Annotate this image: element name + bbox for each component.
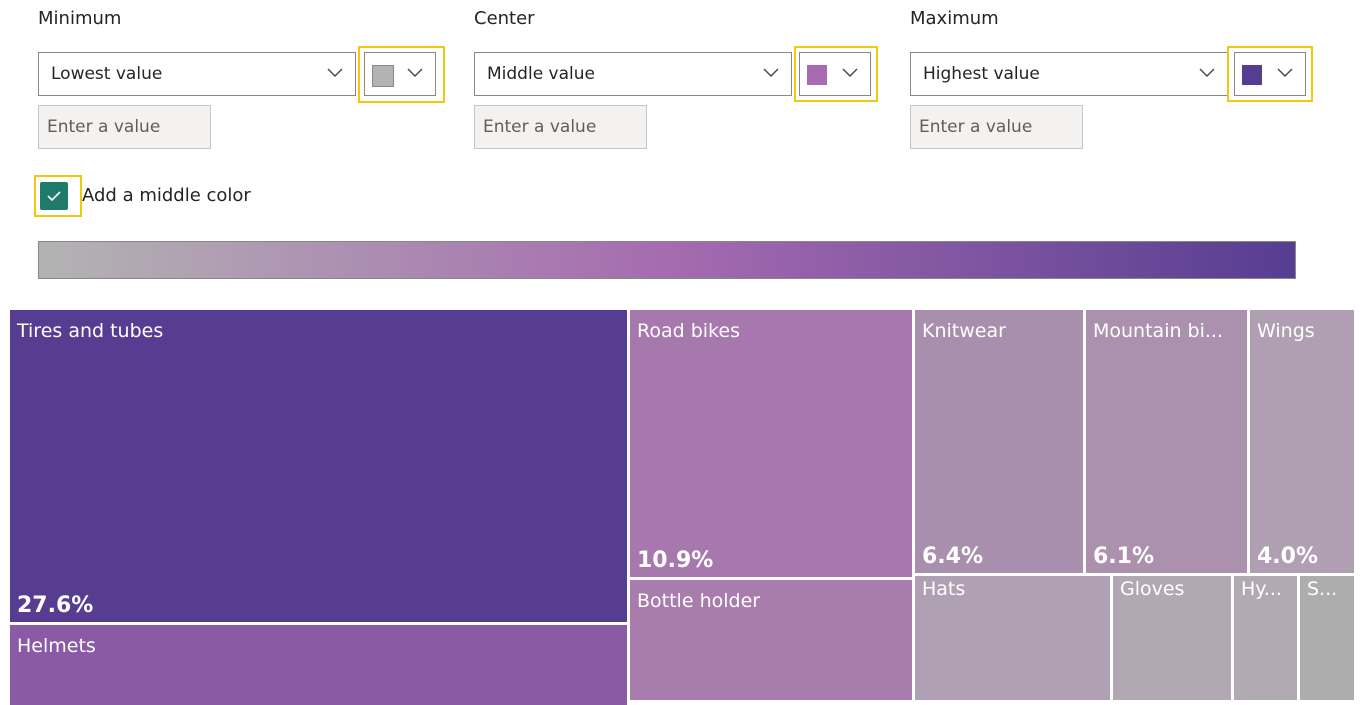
tile-label: Helmets (17, 635, 96, 657)
center-label: Center (474, 8, 535, 29)
tile-value: 27.6% (17, 593, 94, 618)
chevron (1199, 68, 1215, 77)
tile[interactable]: Mountain bi... 6.1% (1086, 310, 1247, 573)
chevron (327, 68, 343, 77)
tile[interactable]: Helmets (10, 625, 627, 705)
tile[interactable]: S... (1300, 576, 1354, 700)
maximum-color-button[interactable] (1234, 52, 1306, 96)
swatch (807, 65, 827, 85)
tile[interactable]: Wings 4.0% (1250, 310, 1354, 573)
highlight (358, 46, 445, 103)
tile-label: Hy... (1241, 578, 1282, 600)
dropdown-text: Highest value (923, 64, 1040, 84)
center-dropdown[interactable]: Middle value (474, 52, 792, 96)
highlight (794, 46, 878, 102)
checkbox-label: Add a middle color (82, 185, 251, 206)
highlight (1227, 46, 1313, 102)
tile[interactable]: Gloves (1113, 576, 1231, 700)
checkbox[interactable] (40, 182, 68, 210)
tile-label: Hats (922, 578, 966, 600)
tile-label: Bottle holder (637, 590, 761, 612)
center-color-button[interactable] (799, 52, 871, 96)
tile-label: Wings (1257, 320, 1315, 342)
tile-value: 10.9% (637, 548, 714, 573)
minimum-input[interactable]: Enter a value (38, 105, 211, 149)
dropdown-text: Middle value (487, 64, 595, 84)
tile[interactable]: Road bikes 10.9% (630, 310, 912, 577)
treemap: Tires and tubes 27.6% Helmets Road bikes 1… (8, 308, 1354, 705)
swatch (1242, 65, 1262, 85)
gradient-bar (38, 241, 1296, 279)
maximum-dropdown[interactable]: Highest value (910, 52, 1228, 96)
checkmark (47, 191, 61, 202)
tile-label: Tires and tubes (17, 320, 164, 342)
tile-label: Mountain bi... (1093, 320, 1224, 342)
maximum-label: Maximum (910, 8, 999, 29)
tile[interactable]: Knitwear 6.4% (915, 310, 1083, 573)
minimum-dropdown[interactable]: Lowest value (38, 52, 356, 96)
tile[interactable]: Hats (915, 576, 1110, 700)
dropdown-text: Lowest value (51, 64, 163, 84)
chevron (842, 68, 858, 77)
maximum-input[interactable]: Enter a value (910, 105, 1083, 149)
center-input[interactable]: Enter a value (474, 105, 647, 149)
chevron (763, 68, 779, 77)
swatch (372, 65, 394, 87)
tile[interactable]: Tires and tubes 27.6% (10, 310, 627, 622)
minimum-color-button[interactable] (364, 52, 436, 96)
chevron (407, 68, 423, 77)
tile[interactable]: Hy... (1234, 576, 1297, 700)
minimum-label: Minimum (38, 8, 122, 29)
tile-label: Knitwear (922, 320, 1006, 342)
tile-value: 4.0% (1257, 544, 1319, 569)
tile-label: Road bikes (637, 320, 740, 342)
highlight (34, 175, 82, 217)
tile-label: S... (1307, 578, 1338, 600)
chevron (1277, 68, 1293, 77)
tile-label: Gloves (1120, 578, 1185, 600)
tile-value: 6.4% (922, 544, 984, 569)
tile[interactable]: Bottle holder (630, 580, 912, 700)
tile-value: 6.1% (1093, 544, 1155, 569)
